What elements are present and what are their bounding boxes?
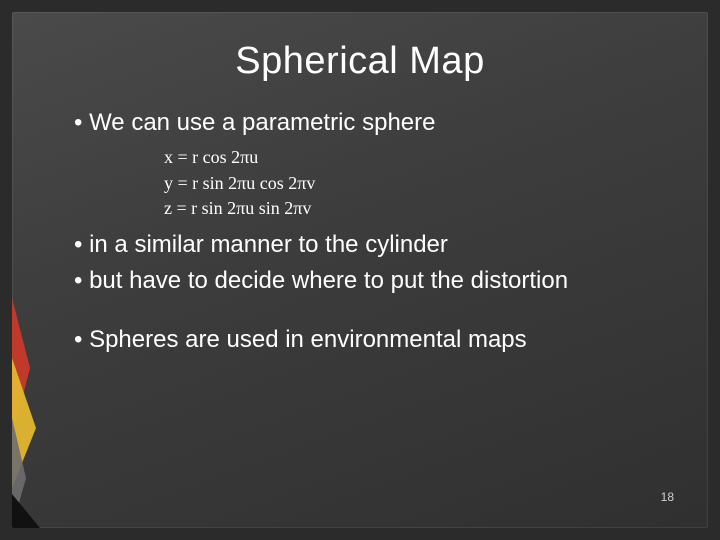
accent-shapes [12,288,52,528]
bullet-similar-cylinder: in a similar manner to the cylinder [74,229,670,261]
spacer [74,302,670,324]
equation-y: y = r sin 2πu cos 2πv [164,171,670,196]
accent-black-corner [12,494,40,528]
equation-z: z = r sin 2πu sin 2πv [164,196,670,221]
bullet-env-maps: Spheres are used in environmental maps [74,324,670,356]
slide-body: We can use a parametric sphere x = r cos… [12,83,708,356]
slide-container: Spherical Map We can use a parametric sp… [12,12,708,528]
equation-block: x = r cos 2πu y = r sin 2πu cos 2πv z = … [74,143,670,229]
bullet-parametric-sphere: We can use a parametric sphere [74,107,670,139]
equation-x: x = r cos 2πu [164,145,670,170]
bullet-distortion: but have to decide where to put the dist… [74,265,670,297]
page-number: 18 [661,490,674,504]
slide-title: Spherical Map [12,12,708,83]
